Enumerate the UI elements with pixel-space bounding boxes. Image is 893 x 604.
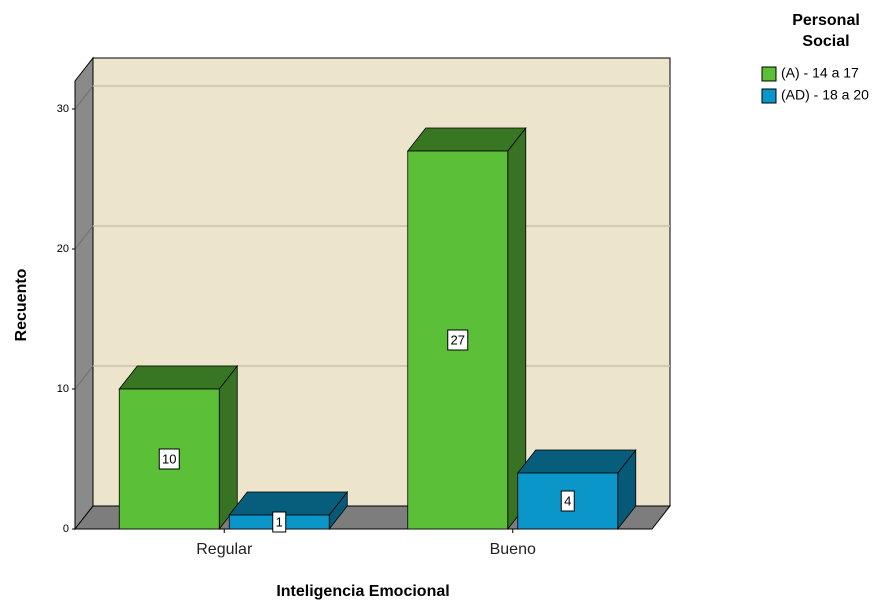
data-label: 1 xyxy=(276,514,283,529)
bar-top xyxy=(406,127,527,152)
x-axis-label: Inteligencia Emocional xyxy=(276,583,449,600)
data-label-box xyxy=(560,490,575,512)
left-wall xyxy=(74,56,94,531)
legend-title: Social xyxy=(802,33,849,50)
bar-front xyxy=(517,472,619,530)
data-label: 10 xyxy=(162,451,176,466)
legend-label: (AD) - 18 a 20 xyxy=(781,87,869,103)
data-label-box xyxy=(272,511,287,533)
grid-line xyxy=(74,85,94,110)
legend-title: Personal xyxy=(792,12,860,29)
legend-label: (A) - 14 a 17 xyxy=(781,65,859,81)
bar xyxy=(406,126,527,531)
grid-line xyxy=(74,365,94,390)
data-label-box xyxy=(447,329,469,351)
bar xyxy=(228,490,349,531)
y-tick-label: 10 xyxy=(57,383,69,395)
x-tick-label: Regular xyxy=(196,541,253,558)
y-tick-label: 20 xyxy=(57,243,69,255)
bar xyxy=(516,448,637,531)
bar xyxy=(118,364,239,531)
x-tick-label: Bueno xyxy=(490,541,536,558)
legend-swatch xyxy=(761,66,777,82)
bar-top xyxy=(516,449,637,474)
bar-top xyxy=(118,365,239,390)
data-label-box xyxy=(158,448,180,470)
y-axis-label: Recuento xyxy=(13,268,30,341)
bar-side xyxy=(218,364,238,531)
grid-line xyxy=(74,225,94,250)
data-label: 4 xyxy=(564,493,571,508)
y-tick-label: 0 xyxy=(63,523,69,535)
legend-swatch xyxy=(761,88,777,104)
bar-top xyxy=(228,491,349,516)
data-label: 27 xyxy=(451,332,465,347)
y-tick-label: 30 xyxy=(57,103,69,115)
